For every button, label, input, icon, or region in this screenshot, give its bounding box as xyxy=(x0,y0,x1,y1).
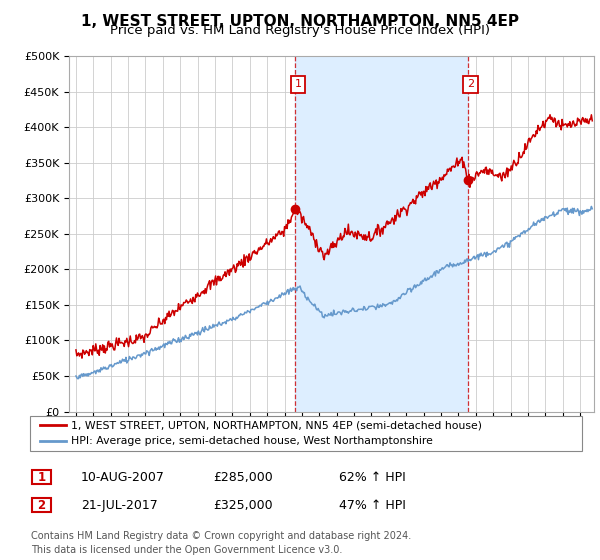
Text: £285,000: £285,000 xyxy=(213,470,273,484)
Text: 1, WEST STREET, UPTON, NORTHAMPTON, NN5 4EP (semi-detached house): 1, WEST STREET, UPTON, NORTHAMPTON, NN5 … xyxy=(71,421,482,431)
Text: 2: 2 xyxy=(467,80,474,90)
Text: 21-JUL-2017: 21-JUL-2017 xyxy=(81,498,158,512)
Text: HPI: Average price, semi-detached house, West Northamptonshire: HPI: Average price, semi-detached house,… xyxy=(71,436,433,446)
Text: 1: 1 xyxy=(37,470,46,484)
Text: 47% ↑ HPI: 47% ↑ HPI xyxy=(339,498,406,512)
Text: 10-AUG-2007: 10-AUG-2007 xyxy=(81,470,165,484)
Text: Price paid vs. HM Land Registry's House Price Index (HPI): Price paid vs. HM Land Registry's House … xyxy=(110,24,490,37)
Text: 1, WEST STREET, UPTON, NORTHAMPTON, NN5 4EP: 1, WEST STREET, UPTON, NORTHAMPTON, NN5 … xyxy=(81,14,519,29)
Text: £325,000: £325,000 xyxy=(213,498,272,512)
Text: 62% ↑ HPI: 62% ↑ HPI xyxy=(339,470,406,484)
Text: 2: 2 xyxy=(37,498,46,512)
Text: 1: 1 xyxy=(295,80,301,90)
Text: Contains HM Land Registry data © Crown copyright and database right 2024.
This d: Contains HM Land Registry data © Crown c… xyxy=(31,531,412,555)
Bar xyxy=(295,56,468,412)
